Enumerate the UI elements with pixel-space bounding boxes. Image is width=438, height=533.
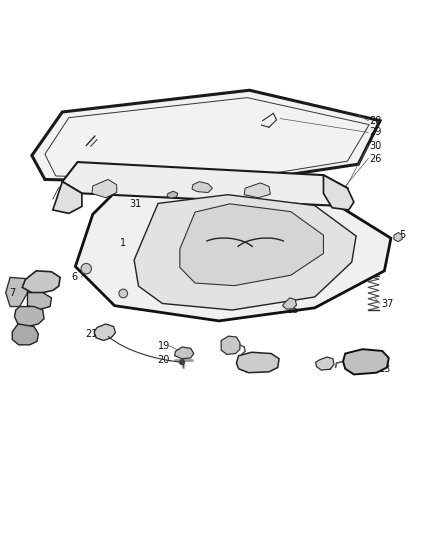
Circle shape — [330, 234, 334, 238]
Polygon shape — [180, 204, 323, 286]
Text: 5: 5 — [399, 230, 405, 240]
Circle shape — [81, 263, 92, 274]
Polygon shape — [62, 162, 347, 206]
Text: 26: 26 — [369, 154, 381, 164]
Circle shape — [240, 365, 246, 370]
Circle shape — [276, 204, 280, 208]
Circle shape — [334, 246, 339, 250]
Circle shape — [173, 219, 178, 223]
Polygon shape — [28, 293, 51, 309]
Circle shape — [149, 230, 154, 234]
Circle shape — [332, 260, 336, 264]
Polygon shape — [75, 186, 391, 321]
Circle shape — [106, 331, 113, 338]
Circle shape — [200, 184, 205, 189]
Polygon shape — [94, 324, 116, 341]
Circle shape — [212, 297, 217, 301]
Text: 19: 19 — [158, 341, 170, 351]
Text: 17: 17 — [322, 362, 335, 373]
Text: 32: 32 — [188, 197, 201, 207]
Polygon shape — [6, 277, 28, 306]
Polygon shape — [92, 180, 117, 198]
Polygon shape — [323, 175, 354, 210]
Circle shape — [171, 288, 176, 293]
Text: 25: 25 — [188, 230, 201, 240]
Circle shape — [197, 209, 201, 213]
Circle shape — [191, 294, 195, 298]
Circle shape — [317, 221, 321, 225]
Circle shape — [262, 295, 267, 299]
Polygon shape — [192, 182, 212, 192]
Circle shape — [145, 269, 149, 273]
Polygon shape — [14, 306, 44, 327]
Text: 15: 15 — [286, 305, 299, 315]
Text: 1: 1 — [120, 238, 126, 247]
Polygon shape — [12, 324, 39, 345]
Circle shape — [250, 200, 254, 205]
Circle shape — [180, 360, 185, 365]
Text: 31: 31 — [130, 199, 142, 209]
Circle shape — [317, 279, 321, 283]
Text: 30: 30 — [369, 141, 381, 150]
Circle shape — [284, 290, 289, 295]
Circle shape — [302, 285, 306, 289]
Polygon shape — [175, 347, 194, 359]
Polygon shape — [283, 298, 297, 309]
Polygon shape — [167, 191, 178, 198]
Circle shape — [223, 201, 228, 206]
Text: 6: 6 — [71, 272, 77, 282]
Circle shape — [239, 297, 243, 301]
Circle shape — [49, 281, 56, 287]
Circle shape — [143, 243, 147, 247]
Text: 28: 28 — [369, 116, 381, 126]
Circle shape — [119, 289, 127, 298]
Circle shape — [328, 270, 332, 274]
Polygon shape — [221, 336, 240, 354]
Polygon shape — [32, 90, 380, 184]
Text: 21: 21 — [85, 329, 98, 339]
Text: 40: 40 — [222, 341, 234, 351]
Polygon shape — [316, 357, 334, 370]
Text: 13: 13 — [379, 364, 392, 374]
Polygon shape — [22, 271, 60, 293]
Circle shape — [297, 210, 302, 214]
Text: 37: 37 — [381, 300, 393, 309]
Text: 20: 20 — [157, 355, 170, 365]
Circle shape — [156, 279, 160, 284]
Circle shape — [322, 361, 327, 366]
Text: 7: 7 — [9, 288, 15, 297]
Polygon shape — [394, 232, 402, 241]
Text: 29: 29 — [369, 127, 381, 138]
Circle shape — [141, 256, 145, 260]
Polygon shape — [134, 195, 356, 310]
Polygon shape — [343, 349, 389, 375]
Polygon shape — [53, 182, 82, 213]
Text: 38: 38 — [240, 361, 252, 371]
Polygon shape — [244, 183, 270, 198]
Polygon shape — [237, 352, 279, 373]
